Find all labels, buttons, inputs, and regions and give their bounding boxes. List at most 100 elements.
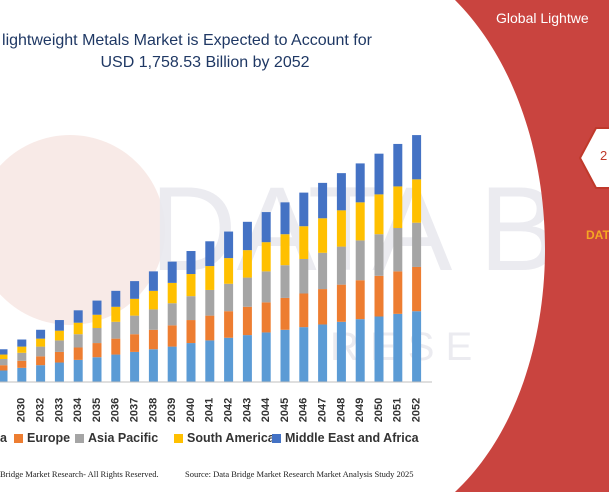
legend-swatch-4 [272, 433, 281, 443]
bar-segment-4-20 [374, 153, 384, 195]
bar-segment-3-12 [224, 258, 234, 284]
x-tick-label-18: 2048 [335, 398, 347, 422]
bar-segment-2-21 [393, 228, 403, 272]
bar-segment-1-16 [299, 293, 309, 328]
legend-swatch-3 [174, 433, 183, 443]
bar-segment-3-4 [73, 322, 83, 335]
bar-segment-3-20 [374, 194, 384, 235]
bar-segment-0-2 [36, 365, 46, 382]
side-panel-title: Global Lightwe [496, 10, 589, 26]
x-tick-label-16: 2046 [298, 398, 310, 422]
x-axis-tick-labels: 2030 2032 2033 2034 2035 2036 2037 2038 2039 2040… [16, 397, 423, 422]
bar-segment-2-13 [242, 277, 252, 307]
bar-segment-3-16 [299, 226, 309, 259]
bar-segment-1-10 [186, 320, 196, 344]
x-tick-label-2: 2032 [35, 398, 47, 422]
bar-segment-2-5 [92, 328, 102, 344]
bar-segment-1-17 [318, 289, 328, 325]
bar-segment-0-8 [148, 349, 158, 382]
bar-segment-3-7 [130, 298, 140, 316]
bar-segment-2-4 [73, 334, 83, 348]
bar-segment-4-11 [205, 241, 215, 267]
bar-segment-4-18 [336, 173, 346, 211]
bar-segment-0-22 [412, 311, 422, 382]
bar-segment-4-19 [355, 163, 365, 203]
x-tick-label-3: 2033 [53, 398, 65, 422]
bar-segment-0-13 [242, 335, 252, 382]
side-panel-shape [455, 0, 609, 492]
bar-segment-2-18 [336, 246, 346, 285]
x-tick-label-22: 2052 [411, 398, 423, 422]
bar-segment-1-0 [0, 365, 8, 371]
bar-segment-1-20 [374, 275, 384, 317]
bar-segment-3-10 [186, 274, 196, 297]
x-tick-label-15: 2045 [279, 398, 291, 422]
legend-swatch-2 [75, 433, 84, 443]
bar-segment-4-9 [167, 261, 177, 283]
bar-segment-1-11 [205, 315, 215, 341]
bar-segment-4-16 [299, 192, 309, 227]
bar-segment-4-15 [280, 202, 290, 235]
x-tick-label-14: 2044 [260, 397, 272, 422]
bar-segment-4-0 [0, 349, 8, 355]
legend-swatch-1 [14, 433, 23, 443]
bar-segment-2-2 [36, 346, 46, 357]
bar-segment-1-3 [54, 351, 64, 363]
bar-segment-0-11 [205, 340, 215, 382]
footer-source: Source: Data Bridge Market Research Mark… [185, 469, 414, 479]
chart-bars [0, 135, 422, 382]
bar-segment-0-5 [92, 357, 102, 382]
bar-segment-4-13 [242, 221, 252, 251]
x-tick-label-13: 2043 [241, 398, 253, 422]
bar-segment-0-21 [393, 313, 403, 382]
x-tick-label-8: 2038 [147, 398, 159, 422]
bar-segment-4-14 [261, 212, 271, 243]
legend-label-3: South America [187, 431, 275, 445]
bar-segment-3-8 [148, 290, 158, 310]
x-tick-label-1: 2030 [16, 398, 28, 422]
bar-segment-3-14 [261, 242, 271, 272]
legend-label-0: a [0, 431, 7, 445]
bar-segment-0-20 [374, 316, 384, 382]
bar-segment-4-8 [148, 271, 158, 291]
bar-segment-2-7 [130, 315, 140, 335]
bar-segment-2-20 [374, 234, 384, 276]
bar-segment-0-0 [0, 370, 8, 382]
bar-segment-1-12 [224, 311, 234, 338]
x-tick-label-5: 2035 [91, 398, 103, 422]
bar-segment-4-17 [318, 182, 328, 219]
x-tick-label-21: 2051 [392, 398, 404, 422]
legend-item-2: Asia Pacific [75, 431, 158, 445]
bar-segment-3-11 [205, 266, 215, 290]
x-tick-label-4: 2034 [72, 397, 84, 422]
bar-segment-0-12 [224, 337, 234, 382]
x-tick-label-11: 2041 [204, 398, 216, 422]
bar-segment-3-13 [242, 250, 252, 278]
bar-segment-0-4 [73, 359, 83, 382]
bar-segment-4-7 [130, 281, 140, 299]
bar-segment-4-3 [54, 320, 64, 331]
bar-segment-4-12 [224, 231, 234, 259]
bar-segment-0-3 [54, 362, 64, 382]
bar-segment-3-2 [36, 338, 46, 347]
bar-segment-0-10 [186, 343, 196, 382]
bar-segment-3-1 [17, 346, 27, 353]
bar-segment-1-18 [336, 284, 346, 322]
bar-segment-2-11 [205, 289, 215, 316]
bar-segment-0-9 [167, 346, 177, 382]
bar-segment-4-10 [186, 251, 196, 275]
bar-segment-2-3 [54, 340, 64, 352]
bar-segment-1-2 [36, 356, 46, 366]
side-badge-hexagon [578, 127, 609, 189]
x-tick-label-6: 2036 [110, 398, 122, 422]
bar-segment-2-16 [299, 258, 309, 294]
bar-segment-4-6 [111, 290, 121, 307]
x-tick-label-17: 2047 [317, 398, 329, 422]
bar-segment-3-19 [355, 202, 365, 241]
bar-segment-2-0 [0, 358, 8, 366]
watermark-logo-circle [0, 135, 165, 325]
bar-segment-3-9 [167, 282, 177, 304]
bar-segment-3-21 [393, 186, 403, 229]
